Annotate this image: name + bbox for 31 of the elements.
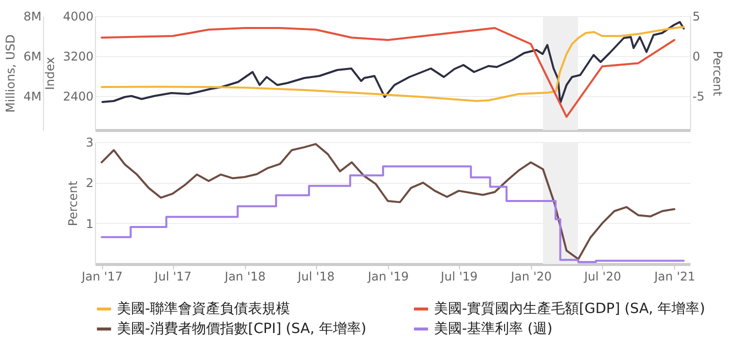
x-tick-label: Jul '18 [296, 270, 335, 284]
y2-tick-label: 5 [692, 10, 700, 24]
y-tick-label: 2 [86, 176, 94, 190]
y3-tick-label: 6M [24, 50, 42, 64]
x-tick-label: Jan '20 [510, 270, 552, 284]
x-tick-label: Jan '18 [224, 270, 266, 284]
y-axis-title: Index [42, 56, 57, 90]
y-tick-label: 2400 [62, 90, 94, 104]
x-tick-label: Jan '17 [80, 270, 123, 284]
x-tick-label: Jan '21 [653, 270, 696, 284]
y3-tick-label: 4M [24, 90, 42, 104]
y-tick-label: 1 [86, 216, 94, 231]
y3-axis-title: Millions, USD [4, 34, 18, 113]
line-series [100, 143, 676, 260]
y-tick-label: 4000 [62, 10, 94, 24]
y-tick-label: 3 [86, 136, 94, 150]
y2-tick-label: 0 [692, 50, 700, 64]
y3-tick-label: 8M [24, 10, 42, 24]
line-series [100, 27, 676, 118]
y-axis-title: Percent [66, 180, 80, 226]
x-tick-label: Jul '20 [583, 270, 622, 284]
x-tick-label: Jan '19 [366, 270, 409, 284]
x-tick-label: Jul '19 [440, 270, 478, 284]
legend-label: 美國-實質國內生產毛額[GDP] (SA, 年增率) [434, 301, 706, 317]
y-tick-label: 3200 [62, 50, 94, 64]
y2-axis-title: Percent [710, 50, 724, 96]
x-tick-label: Jul '17 [154, 270, 192, 284]
y2-tick-label: -5 [692, 90, 704, 104]
legend-label: 美國-基準利率 (週) [434, 321, 552, 337]
legend-label: 美國-聯準會資產負債表規模 [117, 301, 290, 317]
legend-label: 美國-消費者物價指數[CPI] (SA, 年增率) [117, 321, 366, 337]
